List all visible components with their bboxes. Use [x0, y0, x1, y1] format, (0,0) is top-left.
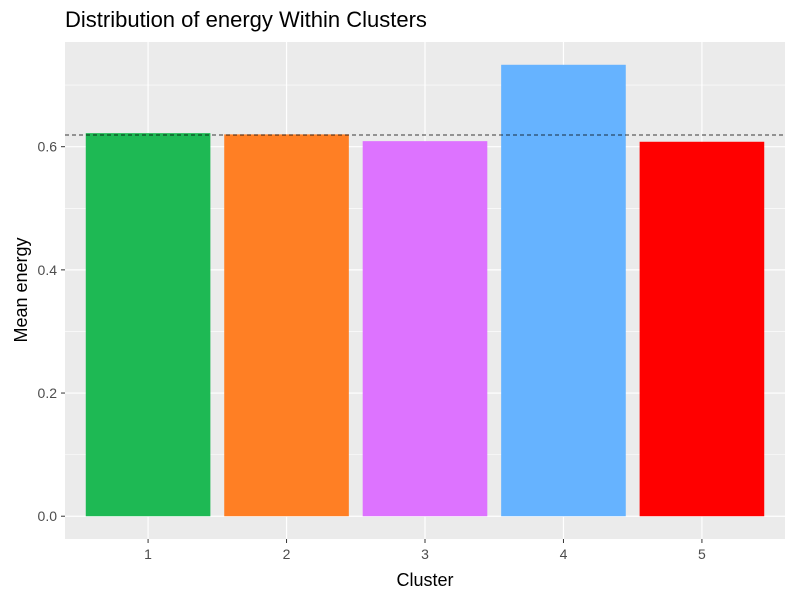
y-tick-label: 0.2 [38, 385, 58, 401]
x-tick-label: 2 [283, 546, 291, 562]
bars [85, 64, 765, 517]
y-axis-title: Mean energy [11, 237, 31, 342]
x-tick-label: 4 [560, 546, 568, 562]
y-tick-label: 0.4 [38, 262, 58, 278]
x-axis-title: Cluster [396, 570, 453, 590]
x-tick-label: 3 [421, 546, 429, 562]
x-tick-label: 1 [144, 546, 152, 562]
bar-cluster-1 [85, 133, 211, 517]
chart-title: Distribution of energy Within Clusters [65, 7, 427, 32]
bar-cluster-4 [501, 64, 626, 517]
bar-cluster-5 [639, 141, 765, 517]
y-tick-label: 0.6 [38, 139, 58, 155]
bar-cluster-2 [224, 134, 349, 517]
bar-cluster-3 [362, 141, 488, 517]
x-axis: 1 2 3 4 5 [144, 539, 706, 562]
y-axis: 0.0 0.2 0.4 0.6 [38, 139, 65, 524]
y-tick-label: 0.0 [38, 508, 58, 524]
x-tick-label: 5 [698, 546, 706, 562]
